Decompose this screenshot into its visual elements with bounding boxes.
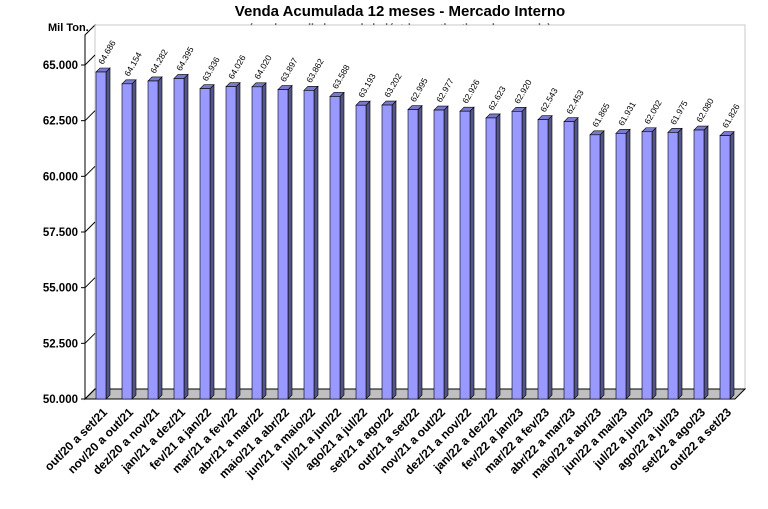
bar <box>589 134 601 400</box>
bar-side <box>105 67 111 400</box>
y-tick-label: 62.500 <box>43 116 78 128</box>
bar-side <box>703 125 709 400</box>
bar <box>719 135 731 400</box>
y-tick-label: 52.500 <box>43 338 78 350</box>
bar <box>173 78 185 400</box>
bar-side <box>677 127 683 400</box>
bar <box>667 132 679 400</box>
bar-side <box>391 100 397 400</box>
y-tick-label: 60.000 <box>43 171 78 183</box>
plot-area: 50.000 52.500 55.000 57.500 60.000 62.500 65.0… <box>42 23 747 481</box>
y-gridline-depth <box>84 165 96 177</box>
bar-side <box>339 91 345 400</box>
bar-side <box>495 113 501 400</box>
bar <box>147 80 159 400</box>
y-axis-label: Mil Ton. <box>48 22 89 34</box>
bar-side <box>365 100 371 400</box>
y-gridline-depth <box>84 221 96 233</box>
y-tick-label: 65.000 <box>43 60 78 72</box>
bar <box>251 86 263 400</box>
bar-side <box>443 105 449 400</box>
bar-side <box>599 130 605 400</box>
bar <box>121 83 133 400</box>
bar <box>563 121 575 400</box>
bar-side <box>547 114 553 400</box>
y-tick-label: 57.500 <box>43 227 78 239</box>
bar-side <box>625 128 631 400</box>
bar-side <box>209 83 215 400</box>
bar <box>329 96 341 400</box>
y-tick-label: 55.000 <box>43 283 78 295</box>
left-wall <box>84 23 96 401</box>
bar <box>381 104 393 400</box>
bar-side <box>521 106 527 400</box>
y-gridline-depth <box>84 110 96 122</box>
bar <box>537 119 549 400</box>
bar-side <box>417 104 423 400</box>
y-gridline-depth <box>84 332 96 344</box>
bar <box>693 129 705 400</box>
bar-side <box>313 85 319 400</box>
y-gridline-depth <box>84 388 96 400</box>
bar <box>407 109 419 400</box>
bar-side <box>651 127 657 400</box>
bar-side <box>469 106 475 400</box>
bar <box>641 131 653 400</box>
bar <box>225 86 237 400</box>
y-gridline-depth <box>84 277 96 289</box>
bar-side <box>183 73 189 400</box>
bar <box>433 109 445 400</box>
bar <box>485 117 497 400</box>
bar <box>303 90 315 400</box>
bar-side <box>235 81 241 400</box>
bar-side <box>287 84 293 400</box>
bar-side <box>573 116 579 400</box>
bar <box>355 104 367 400</box>
bar <box>277 89 289 400</box>
bar <box>511 111 523 400</box>
bar-side <box>729 130 735 400</box>
bar-side <box>131 79 137 400</box>
bar-side <box>157 76 163 400</box>
y-gridline-depth <box>84 54 96 66</box>
bar <box>459 110 471 400</box>
chart-title: Venda Acumulada 12 meses - Mercado Inter… <box>235 3 565 20</box>
bar <box>615 133 627 400</box>
bar <box>95 71 107 400</box>
bar <box>199 88 211 400</box>
bar-side <box>261 82 267 400</box>
y-tick-label: 50.000 <box>43 394 78 406</box>
